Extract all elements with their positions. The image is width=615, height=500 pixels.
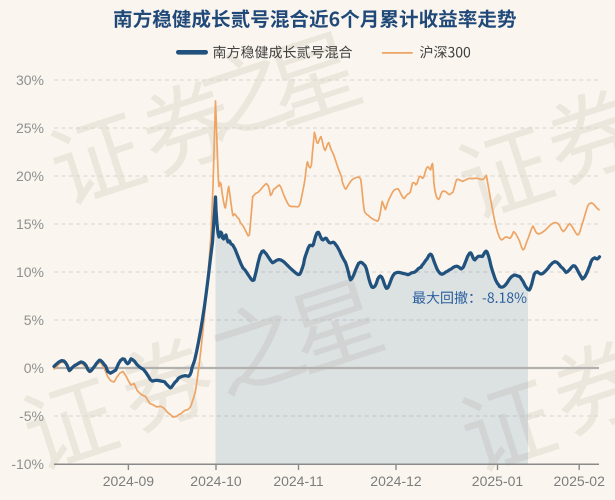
svg-text:-10%: -10% bbox=[11, 456, 44, 472]
svg-text:25%: 25% bbox=[16, 120, 44, 136]
svg-text:-5%: -5% bbox=[19, 408, 44, 424]
svg-text:2025-01: 2025-01 bbox=[472, 473, 524, 489]
svg-text:0%: 0% bbox=[24, 360, 44, 376]
svg-text:2024-10: 2024-10 bbox=[190, 473, 242, 489]
svg-text:5%: 5% bbox=[24, 312, 44, 328]
svg-text:2024-09: 2024-09 bbox=[103, 473, 155, 489]
svg-text:2024-12: 2024-12 bbox=[370, 473, 422, 489]
svg-text:15%: 15% bbox=[16, 216, 44, 232]
svg-text:30%: 30% bbox=[16, 72, 44, 88]
svg-text:2025-02: 2025-02 bbox=[554, 473, 606, 489]
svg-text:20%: 20% bbox=[16, 168, 44, 184]
svg-text:10%: 10% bbox=[16, 264, 44, 280]
svg-text:2024-11: 2024-11 bbox=[273, 473, 324, 489]
